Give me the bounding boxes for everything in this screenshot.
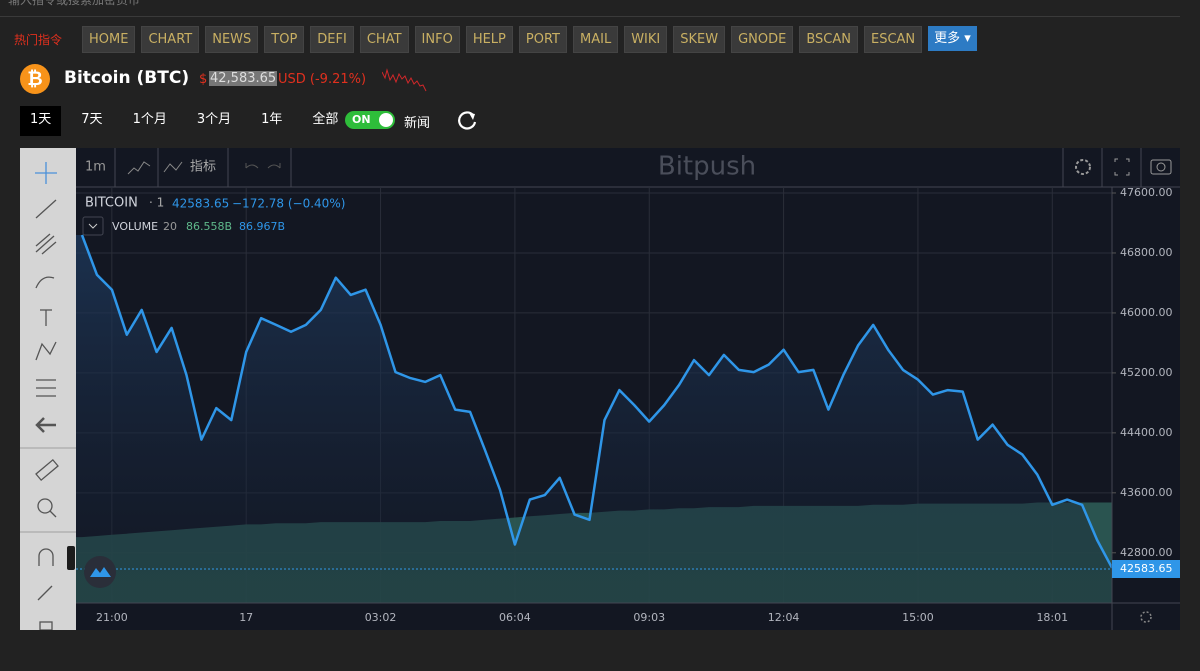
nav-button[interactable]: DEFI: [310, 26, 354, 53]
x-tick-label: 15:00: [902, 611, 934, 624]
sparkline: [382, 68, 427, 92]
legend-toggle[interactable]: [82, 216, 104, 236]
nav-button[interactable]: BSCAN: [799, 26, 858, 53]
nav-bar: HOME CHART NEWS TOP DEFI CHAT INFO HELP PORT MAIL…: [82, 26, 977, 53]
range-button[interactable]: 1个月: [132, 112, 167, 127]
y-tick-label: 45200.00: [1120, 366, 1173, 379]
search-placeholder[interactable]: 输入指令或搜索加密货币: [8, 0, 141, 7]
legend-change: −172.78 (−0.40%): [232, 197, 345, 211]
plot: [76, 187, 1114, 603]
chevron: [88, 223, 98, 229]
coin-change: USD (-9.21%): [278, 72, 367, 87]
divider: [0, 16, 1180, 17]
legend-price: 42583.65: [172, 197, 229, 211]
nav-button[interactable]: CHAT: [359, 26, 409, 53]
x-tick-label: 18:01: [1036, 611, 1068, 624]
nav-button[interactable]: INFO: [414, 26, 460, 53]
collapse-tab[interactable]: [67, 546, 75, 570]
news-label: 新闻: [404, 116, 431, 131]
volume-a: 86.558B: [186, 220, 232, 233]
nav-button[interactable]: NEWS: [205, 26, 259, 53]
camera-icon[interactable]: [1150, 159, 1172, 175]
y-tick-label: 46800.00: [1120, 246, 1173, 259]
toggle-label: ON: [352, 113, 371, 126]
reload-icon[interactable]: [456, 110, 478, 132]
y-tick-label: 44400.00: [1120, 426, 1173, 439]
coin-price: 42,583.65: [209, 71, 278, 86]
currency-sign: $: [199, 72, 208, 87]
range-button[interactable]: 3个月: [196, 112, 232, 127]
coin-name: Bitcoin (BTC): [64, 68, 190, 88]
nav-button[interactable]: HOME: [82, 26, 136, 53]
nav-button[interactable]: ESCAN: [864, 26, 923, 53]
volume-name: VOLUME: [112, 220, 158, 233]
axis-settings[interactable]: [1140, 611, 1152, 623]
chart: 1m 指标 Bitpush BITCOIN · 1 42583.65 −172.…: [20, 148, 1180, 630]
nav-button[interactable]: HELP: [465, 26, 513, 53]
range-button[interactable]: 1年: [261, 112, 283, 127]
range-button[interactable]: 7天: [81, 112, 103, 127]
range-button[interactable]: 1天: [20, 106, 62, 136]
nav-button[interactable]: TOP: [264, 26, 305, 53]
x-tick-label: 03:02: [365, 611, 397, 624]
y-tick-label: 46000.00: [1120, 306, 1173, 319]
price-line: [80, 234, 1114, 569]
more-button[interactable]: 更多 ▾: [928, 26, 977, 51]
nav-button[interactable]: MAIL: [573, 26, 619, 53]
volume-period: 20: [163, 220, 177, 233]
tool-icons: [35, 162, 57, 184]
series-name: BITCOIN: [85, 196, 138, 211]
current-price-box: [1112, 559, 1180, 578]
chart-type-icon[interactable]: [127, 161, 151, 175]
nav-button[interactable]: PORT: [518, 26, 567, 53]
range-button[interactable]: 全部: [312, 112, 339, 127]
x-tick-label: 21:00: [96, 611, 128, 624]
range-bar: 1天 7天 1个月 3个月 1年 全部: [20, 106, 358, 136]
top-toolbar: [76, 148, 1180, 187]
nav-button[interactable]: CHART: [141, 26, 200, 53]
indicators[interactable]: 指标: [190, 160, 216, 175]
toggle-knob: [379, 113, 393, 127]
x-tick-label: 17: [239, 611, 253, 624]
settings-icon[interactable]: [1075, 159, 1091, 175]
nav-button[interactable]: WIKI: [624, 26, 668, 53]
x-tick-label: 06:04: [499, 611, 531, 624]
x-tick-label: 09:03: [633, 611, 665, 624]
hot-label: 热门指令: [14, 33, 63, 47]
y-tick-label: 47600.00: [1120, 186, 1173, 199]
redo-icon[interactable]: [267, 163, 281, 169]
indicator-icon: [163, 161, 183, 173]
tool-icons: [20, 199, 76, 630]
volume-b: 86.967B: [239, 220, 285, 233]
y-tick-label: 43600.00: [1120, 486, 1173, 499]
coin-icon: ₿: [20, 64, 50, 94]
logo-mark: [90, 567, 111, 577]
price-area: [76, 235, 1112, 603]
nav-button[interactable]: SKEW: [673, 26, 726, 53]
watermark: Bitpush: [658, 152, 756, 182]
fullscreen-icon[interactable]: [1114, 158, 1130, 176]
logo-button[interactable]: [84, 556, 116, 588]
current-price-label: 42583.65: [1120, 562, 1173, 575]
camera-lens: [1156, 162, 1166, 172]
undo-icon[interactable]: [245, 163, 259, 169]
interval[interactable]: 1m: [85, 160, 106, 175]
y-tick-label: 42800.00: [1120, 546, 1173, 559]
legend-interval: · 1: [149, 196, 164, 210]
nav-button[interactable]: GNODE: [731, 26, 794, 53]
x-tick-label: 12:04: [768, 611, 800, 624]
